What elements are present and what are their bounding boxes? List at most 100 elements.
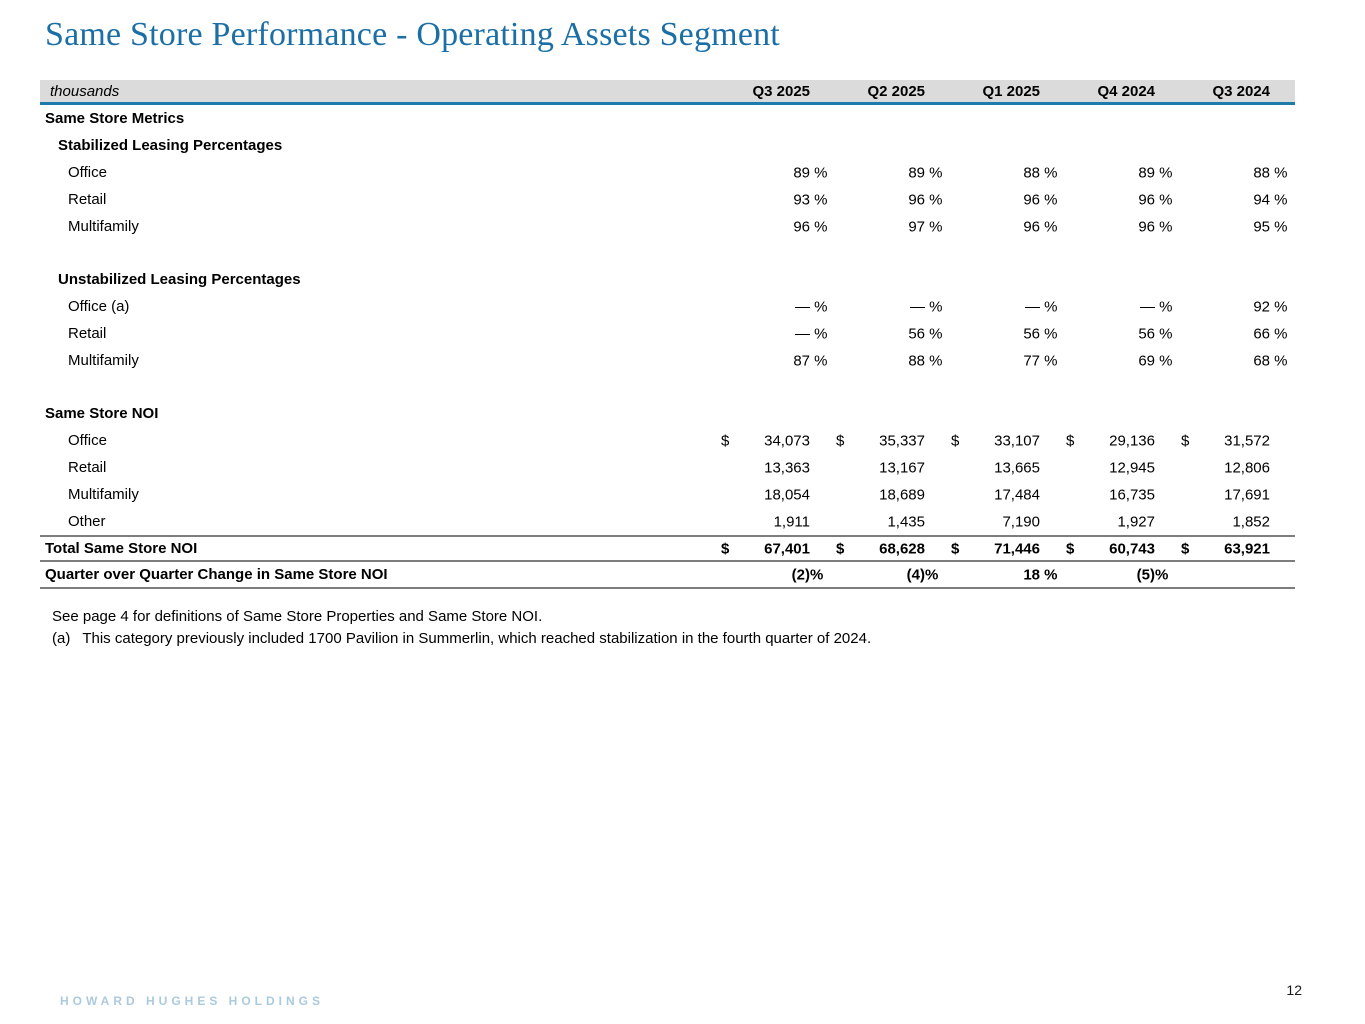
value-cell: 7,190 bbox=[925, 508, 1040, 535]
cell-value: 31,572 bbox=[1224, 432, 1270, 449]
value-cell: $35,337 bbox=[810, 427, 925, 454]
percent-suffix: % bbox=[1155, 298, 1173, 315]
unit-label: thousands bbox=[50, 82, 120, 100]
cell-value: 1,435 bbox=[887, 513, 925, 530]
value-cell: — % bbox=[695, 320, 828, 347]
cell-value: 13,167 bbox=[879, 459, 925, 476]
row-label: Same Store Metrics bbox=[45, 110, 185, 127]
value-cell: 17,484 bbox=[925, 481, 1040, 508]
value-cell: 89 % bbox=[810, 159, 942, 186]
footnote-a: (a) This category previously included 170… bbox=[52, 628, 871, 649]
row-label: Retail bbox=[68, 191, 107, 208]
table-row bbox=[40, 240, 1295, 266]
value-cell: (2)% bbox=[695, 562, 824, 587]
percent-suffix: % bbox=[925, 191, 943, 208]
percent-suffix: % bbox=[1270, 218, 1288, 235]
dollar-sign: $ bbox=[1181, 540, 1190, 557]
dollar-sign: $ bbox=[721, 432, 730, 449]
table-row: Office (a) — % — % — % — % 92 % bbox=[40, 293, 1295, 320]
percent-suffix: % bbox=[1040, 352, 1058, 369]
percent-suffix: % bbox=[1270, 352, 1288, 369]
cell-value: 35,337 bbox=[879, 432, 925, 449]
table-row: Same Store NOI bbox=[40, 400, 1295, 427]
value-cell: 56 % bbox=[925, 320, 1057, 347]
table-row: Retail 93 % 96 % 96 % 96 % 94 % bbox=[40, 186, 1295, 213]
cell-value: 18,054 bbox=[764, 486, 810, 503]
cell-value: 88 bbox=[1023, 164, 1040, 181]
row-label: Same Store NOI bbox=[45, 405, 159, 422]
value-cell: 95 % bbox=[1155, 213, 1287, 240]
cell-value: 13,665 bbox=[994, 459, 1040, 476]
footnote-a-marker: (a) bbox=[52, 630, 71, 647]
cell-value: 89 bbox=[793, 164, 810, 181]
value-cell: — % bbox=[810, 293, 943, 320]
percent-suffix: % bbox=[1155, 218, 1173, 235]
cell-value: 56 bbox=[1023, 325, 1040, 342]
value-cell: 56 % bbox=[810, 320, 942, 347]
cell-value: — bbox=[1140, 298, 1155, 315]
table-row: Retail — % 56 % 56 % 56 % 66 % bbox=[40, 320, 1295, 347]
value-cell bbox=[1155, 562, 1270, 587]
cell-value: 66 bbox=[1253, 325, 1270, 342]
dollar-sign: $ bbox=[1066, 432, 1075, 449]
cell-value: 69 bbox=[1138, 352, 1155, 369]
value-cell: 87 % bbox=[695, 347, 827, 374]
value-cell: $71,446 bbox=[925, 537, 1040, 560]
column-header: Q1 2025 bbox=[982, 82, 1040, 100]
table-row: Retail 13,363 13,167 13,665 12,945 12,806 bbox=[40, 454, 1295, 481]
value-cell: 68 % bbox=[1155, 347, 1287, 374]
cell-value: (2) bbox=[791, 566, 810, 583]
value-cell: $60,743 bbox=[1040, 537, 1155, 560]
percent-suffix: % bbox=[1040, 298, 1058, 315]
percent-suffix: % bbox=[810, 218, 828, 235]
percent-suffix: % bbox=[1270, 164, 1288, 181]
percent-suffix: % bbox=[810, 298, 828, 315]
row-label: Office bbox=[68, 432, 107, 449]
row-label: Total Same Store NOI bbox=[45, 540, 198, 557]
page-number: 12 bbox=[1286, 982, 1302, 998]
table-row: Other 1,911 1,435 7,190 1,927 1,852 bbox=[40, 508, 1295, 535]
cell-value: 1,927 bbox=[1117, 513, 1155, 530]
cell-value: 77 bbox=[1023, 352, 1040, 369]
value-cell: 97 % bbox=[810, 213, 942, 240]
cell-value: 68,628 bbox=[879, 540, 925, 557]
same-store-table: thousands Q3 2025 Q2 2025 Q1 2025 Q4 2024 Q3… bbox=[40, 80, 1295, 589]
dollar-sign: $ bbox=[836, 432, 845, 449]
table-row: Multifamily 18,054 18,689 17,484 16,735 17,69… bbox=[40, 481, 1295, 508]
cell-value: 33,107 bbox=[994, 432, 1040, 449]
cell-value: 94 bbox=[1253, 191, 1270, 208]
footer-brand: HOWARD HUGHES HOLDINGS bbox=[60, 994, 325, 1008]
cell-value: 68 bbox=[1253, 352, 1270, 369]
value-cell: $67,401 bbox=[695, 537, 810, 560]
cell-value: 17,484 bbox=[994, 486, 1040, 503]
table-row: Office $34,073 $35,337 $33,107 $29,136 $31,57… bbox=[40, 427, 1295, 454]
cell-value: 87 bbox=[793, 352, 810, 369]
cell-value: 96 bbox=[1138, 191, 1155, 208]
dollar-sign: $ bbox=[836, 540, 845, 557]
page-title: Same Store Performance - Operating Asset… bbox=[45, 16, 780, 53]
row-label: Retail bbox=[68, 459, 107, 476]
value-cell: 92 % bbox=[1155, 293, 1287, 320]
cell-value: 7,190 bbox=[1002, 513, 1040, 530]
table-row: Quarter over Quarter Change in Same Stor… bbox=[40, 562, 1295, 589]
row-label: Office bbox=[68, 164, 107, 181]
value-cell: (5)% bbox=[1040, 562, 1169, 587]
table-row: Same Store Metrics bbox=[40, 105, 1295, 132]
cell-value: 67,401 bbox=[764, 540, 810, 557]
value-cell: 89 % bbox=[1040, 159, 1172, 186]
value-cell: 69 % bbox=[1040, 347, 1172, 374]
value-cell: (4)% bbox=[810, 562, 939, 587]
cell-value: 89 bbox=[1138, 164, 1155, 181]
value-cell: 12,945 bbox=[1040, 454, 1155, 481]
cell-value: 96 bbox=[1023, 191, 1040, 208]
cell-value: 89 bbox=[908, 164, 925, 181]
value-cell: 16,735 bbox=[1040, 481, 1155, 508]
cell-value: 95 bbox=[1253, 218, 1270, 235]
percent-suffix: % bbox=[1040, 218, 1058, 235]
value-cell: 12,806 bbox=[1155, 454, 1270, 481]
value-cell: $68,628 bbox=[810, 537, 925, 560]
percent-suffix: % bbox=[1040, 164, 1058, 181]
row-label: Office (a) bbox=[68, 298, 130, 315]
cell-value: 1,911 bbox=[773, 513, 810, 530]
cell-value: 16,735 bbox=[1109, 486, 1155, 503]
